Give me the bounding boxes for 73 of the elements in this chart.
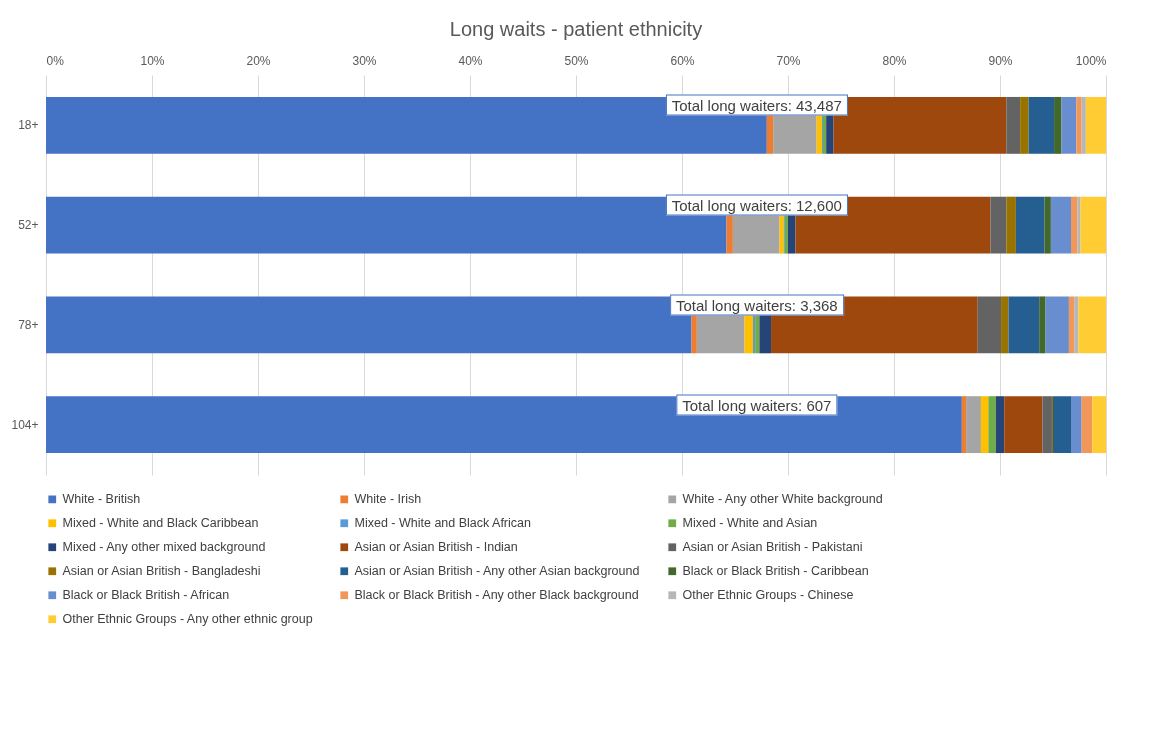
legend-label: Black or Black British - African xyxy=(62,588,230,603)
bar xyxy=(1085,96,1106,154)
x-tick-label: 60% xyxy=(670,53,695,68)
annotation: Total long waiters: 607 xyxy=(676,394,838,416)
bar xyxy=(1061,96,1077,154)
x-tick-label: 80% xyxy=(882,53,907,68)
bar xyxy=(1045,296,1069,354)
legend-label: Asian or Asian British - Bangladeshi xyxy=(62,564,261,579)
bar xyxy=(1001,296,1009,354)
legend-label: Other Ethnic Groups - Chinese xyxy=(682,588,854,603)
annotation: Total long waiters: 12,600 xyxy=(665,194,848,216)
bar xyxy=(1006,96,1021,154)
bar xyxy=(977,296,1002,354)
legend-label: White - Irish xyxy=(354,492,422,507)
bar xyxy=(1081,396,1093,454)
legend-label: Mixed - White and Black Caribbean xyxy=(62,516,259,531)
bar xyxy=(1006,196,1016,254)
x-tick-label: 20% xyxy=(246,53,271,68)
bar xyxy=(1042,396,1052,454)
bar xyxy=(1081,96,1086,154)
y-tick-label: 18+ xyxy=(18,118,39,133)
bar xyxy=(1004,396,1043,454)
legend-label: Mixed - White and Asian xyxy=(682,516,818,531)
x-tick-label: 0% xyxy=(46,53,65,68)
bar xyxy=(1080,196,1106,254)
bar xyxy=(1050,196,1072,254)
bar xyxy=(1044,196,1051,254)
legend-label: Mixed - Any other mixed background xyxy=(62,540,266,555)
x-tick-label: 50% xyxy=(564,53,589,68)
x-tick-label: 90% xyxy=(988,53,1013,68)
bar xyxy=(961,396,967,454)
bar xyxy=(1077,196,1081,254)
bar xyxy=(1076,96,1082,154)
bar xyxy=(1068,296,1075,354)
x-tick-label: 100% xyxy=(1075,53,1107,68)
bar xyxy=(1074,296,1079,354)
bar xyxy=(46,396,962,454)
legend-label: White - Any other White background xyxy=(682,492,883,507)
bar xyxy=(980,396,989,454)
legend-label: Asian or Asian British - Indian xyxy=(354,540,518,555)
annotation: Total long waiters: 43,487 xyxy=(665,94,848,116)
x-tick-label: 40% xyxy=(458,53,483,68)
bar xyxy=(988,396,996,454)
x-tick-label: 10% xyxy=(140,53,165,68)
legend-label: Asian or Asian British - Any other Asian background xyxy=(354,564,640,579)
bar xyxy=(1054,96,1062,154)
chart-title: Long waits - patient ethnicity xyxy=(449,18,703,40)
bar xyxy=(990,196,1007,254)
bar xyxy=(795,196,991,254)
bar xyxy=(1071,196,1078,254)
bar xyxy=(1092,396,1106,454)
bar xyxy=(1039,296,1046,354)
y-tick-label: 52+ xyxy=(18,218,39,233)
legend-label: Mixed - White and Black African xyxy=(354,516,532,531)
bar xyxy=(995,396,1005,454)
x-tick-label: 30% xyxy=(352,53,377,68)
legend-label: Black or Black British - Caribbean xyxy=(682,564,869,579)
legend-label: Other Ethnic Groups - Any other ethnic group xyxy=(62,612,313,627)
bar xyxy=(966,396,981,454)
legend-label: Asian or Asian British - Pakistani xyxy=(682,540,863,555)
bar xyxy=(1028,96,1055,154)
bar xyxy=(1020,96,1029,154)
annotation: Total long waiters: 3,368 xyxy=(669,294,844,316)
bar xyxy=(1015,196,1045,254)
bar xyxy=(1071,396,1082,454)
y-tick-label: 104+ xyxy=(11,417,39,432)
bar xyxy=(1008,296,1040,354)
bar xyxy=(1078,296,1106,354)
y-tick-label: 78+ xyxy=(18,317,39,332)
x-tick-label: 70% xyxy=(776,53,801,68)
bar xyxy=(1053,396,1072,454)
legend-label: Black or Black British - Any other Black background xyxy=(354,588,639,603)
legend-label: White - British xyxy=(62,492,141,507)
